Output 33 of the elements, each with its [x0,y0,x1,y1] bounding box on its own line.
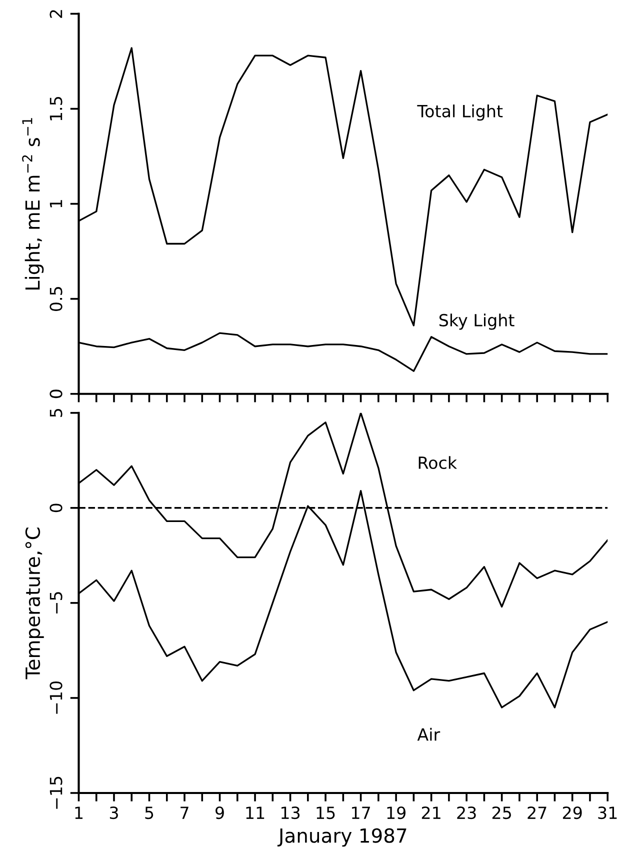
x-tick-label: 19 [387,806,406,820]
x-tick-label: 13 [282,806,300,820]
series-label: Total Light [417,104,503,121]
y-axis-title: Temperature,°C [25,528,44,680]
y-tick-label: 5 [50,409,62,417]
y-tick-label: 1.5 [50,97,62,120]
x-tick-label: 31 [598,806,617,820]
x-tick-label: 17 [352,806,370,819]
y-tick-label: −10 [50,681,62,714]
series-label: Sky Light [439,314,514,330]
y-axis-title: Light, mE m$^{−2}$ s$^{−1}$ [22,118,44,290]
x-tick-label: 3 [110,806,118,820]
y-tick-label: 0 [50,390,62,398]
x-tick-label: 5 [145,806,154,820]
x-tick-label: 15 [316,806,335,820]
y-tick-label: 0.5 [50,287,62,312]
y-tick-label: 2 [50,10,62,18]
x-tick-label: 25 [492,806,511,820]
y-tick-label: 1 [50,200,62,208]
y-tick-label: −15 [50,776,62,809]
x-tick-label: 27 [528,806,546,819]
y-tick-label: −5 [50,592,62,614]
y-tick-label: 0 [50,504,62,512]
x-tick-label: 11 [246,806,264,819]
x-tick-label: 23 [457,806,476,820]
x-tick-label: 29 [562,806,582,820]
x-axis-title: January 1987 [277,828,406,847]
x-tick-label: 21 [422,806,440,819]
text: Air [417,728,440,741]
x-tick-label: 7 [180,806,188,819]
x-tick-label: 9 [216,806,224,820]
x-tick-label: 1 [75,806,83,819]
text: Rock [418,456,458,470]
